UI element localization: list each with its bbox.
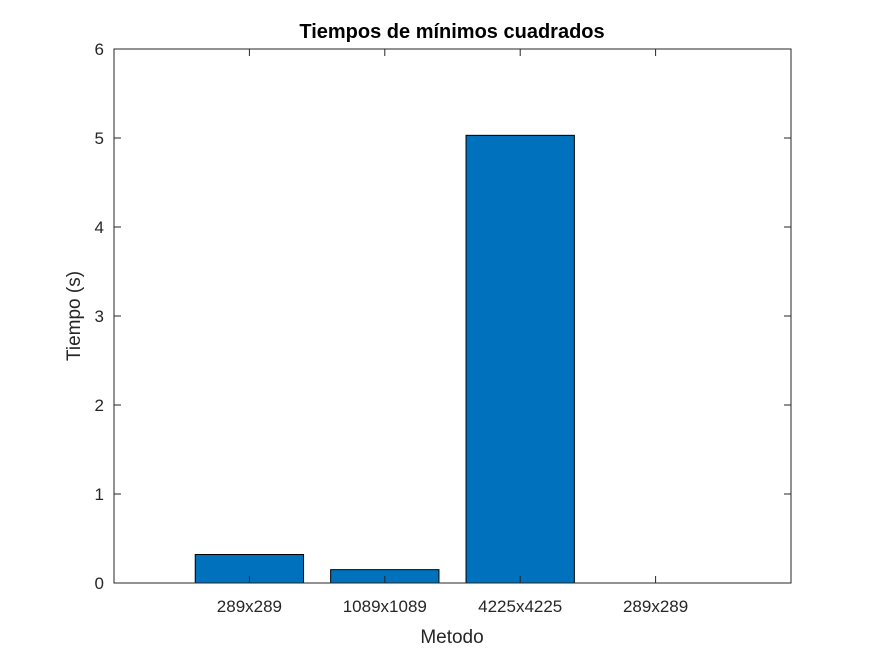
y-tick-label: 5 xyxy=(95,129,104,148)
plot-background xyxy=(114,49,791,583)
chart-title: Tiempos de mínimos cuadrados xyxy=(299,21,604,43)
bar-3 xyxy=(465,134,575,584)
y-axis-label: Tiempo (s) xyxy=(64,271,85,361)
y-tick-label: 0 xyxy=(95,574,104,593)
y-tick-label: 3 xyxy=(95,307,104,326)
x-axis-ticks: 289x289 1089x1089 4225x4225 289x289 xyxy=(217,49,688,616)
y-tick-label: 4 xyxy=(95,218,104,237)
y-axis-ticks: 0 1 2 3 4 5 6 xyxy=(95,40,791,593)
x-tick-label: 1089x1089 xyxy=(343,597,427,616)
y-tick-label: 6 xyxy=(95,40,104,59)
x-tick-label: 289x289 xyxy=(217,597,282,616)
y-tick-label: 1 xyxy=(95,485,104,504)
x-tick-label: 4225x4225 xyxy=(478,597,562,616)
x-tick-label: 289x289 xyxy=(623,597,688,616)
y-tick-label: 2 xyxy=(95,396,104,415)
bars-group xyxy=(194,134,575,584)
x-axis-label: Metodo xyxy=(420,627,483,648)
